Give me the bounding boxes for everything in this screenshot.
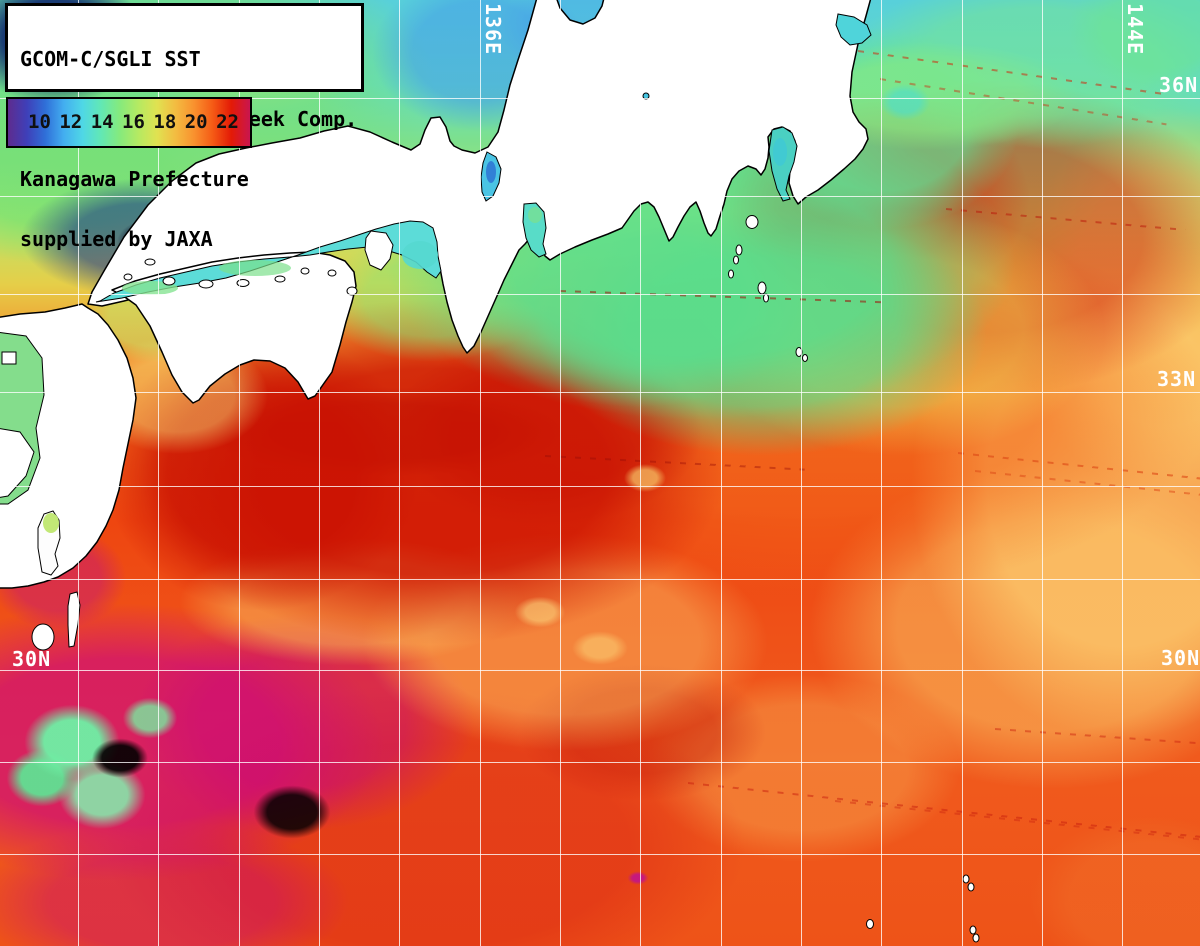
gridline-lon — [801, 0, 802, 946]
island-seto — [327, 269, 337, 277]
islands — [31, 215, 980, 943]
colorbar-gradient — [8, 99, 250, 146]
island-south-chain — [972, 933, 980, 943]
lake-kasumigaura — [835, 13, 872, 46]
gridline-lon — [962, 0, 963, 946]
title-line-credit: supplied by JAXA — [20, 227, 213, 251]
island-seto — [236, 279, 250, 287]
gridline-lat-36n — [0, 98, 1200, 99]
island-izu-chain — [802, 354, 808, 362]
island-south-chain — [962, 874, 970, 884]
lat-label-30n-left: 30N — [12, 647, 52, 671]
gridline-lat — [0, 294, 1200, 295]
island-izu-chain — [733, 255, 739, 265]
island-izu-chain — [757, 281, 767, 295]
island-seto — [123, 273, 133, 281]
colorbar-tick: 22 — [216, 111, 239, 133]
island-seto — [162, 276, 176, 286]
seto-green-patch — [122, 281, 178, 295]
island-south-chain — [866, 919, 874, 929]
ise-bay-green — [528, 207, 542, 223]
gridline-lat — [0, 854, 1200, 855]
lat-label-30n-right: 30N — [1161, 646, 1200, 670]
island-west-kyushu — [1, 351, 17, 365]
colorbar-tick: 16 — [122, 111, 145, 133]
lon-label-136e: 136E — [481, 3, 505, 56]
island-amakusa — [0, 428, 35, 498]
island-seto — [300, 267, 310, 275]
gridline-lon — [560, 0, 561, 946]
gridline-lon-144e — [1122, 0, 1123, 946]
sst-colorbar: 10 12 14 16 18 20 22 — [6, 97, 252, 148]
seto-green-patch — [219, 260, 291, 276]
osaka-bay-water — [402, 241, 438, 269]
title-line-product: GCOM-C/SGLI SST — [20, 47, 201, 71]
gridline-lat — [0, 486, 1200, 487]
island-seto — [346, 286, 358, 296]
island-south-chain — [967, 882, 975, 892]
colorbar-tick: 14 — [90, 111, 114, 133]
gridline-lat — [0, 762, 1200, 763]
gridline-lon — [319, 0, 320, 946]
gridline-lat — [0, 579, 1200, 580]
gridline-lon — [239, 0, 240, 946]
island-izu-oshima — [745, 215, 759, 229]
colorbar-tick: 10 — [28, 111, 51, 133]
gridline-lat — [0, 196, 1200, 197]
island-izu-chain — [795, 347, 803, 357]
gridline-lon — [1042, 0, 1043, 946]
gridline-lon — [881, 0, 882, 946]
colorbar-tick-labels: 10 12 14 16 18 20 22 — [8, 99, 250, 146]
gridline-lon — [721, 0, 722, 946]
gridline-lon-136e — [480, 0, 481, 946]
island-seto — [274, 275, 286, 283]
tokyo-bay-deep — [773, 138, 787, 166]
gridline-lon — [78, 0, 79, 946]
title-line-region: Kanagawa Prefecture — [20, 167, 249, 191]
gridline-lat-30n — [0, 670, 1200, 671]
colorbar-tick: 18 — [153, 111, 177, 133]
gridline-lon — [158, 0, 159, 946]
title-box: GCOM-C/SGLI SST ~2026/04/03 (UTC) Week C… — [5, 3, 364, 249]
kagoshima-bay-water — [43, 513, 59, 533]
colorbar-tick: 12 — [59, 111, 83, 133]
inland-waters — [95, 13, 872, 303]
lake-biwa-deep — [486, 161, 496, 183]
island-izu-chain — [763, 293, 769, 303]
island-yakushima — [31, 623, 55, 651]
colorbar-tick: 20 — [184, 111, 208, 133]
lat-label-33n: 33N — [1157, 367, 1197, 391]
gridline-lat-33n — [0, 392, 1200, 393]
kyushu-west-water — [0, 332, 61, 576]
lon-label-144e: 144E — [1123, 3, 1147, 56]
gridline-lon — [640, 0, 641, 946]
island-izu-chain — [735, 244, 743, 256]
gridline-lon — [399, 0, 400, 946]
island-seto — [198, 279, 214, 289]
lat-label-36n: 36N — [1159, 73, 1199, 97]
island-izu-chain — [728, 269, 734, 279]
island-south-chain — [969, 925, 977, 935]
lake-suwa — [642, 92, 650, 100]
island-awaji — [364, 230, 394, 271]
island-seto — [144, 258, 156, 266]
